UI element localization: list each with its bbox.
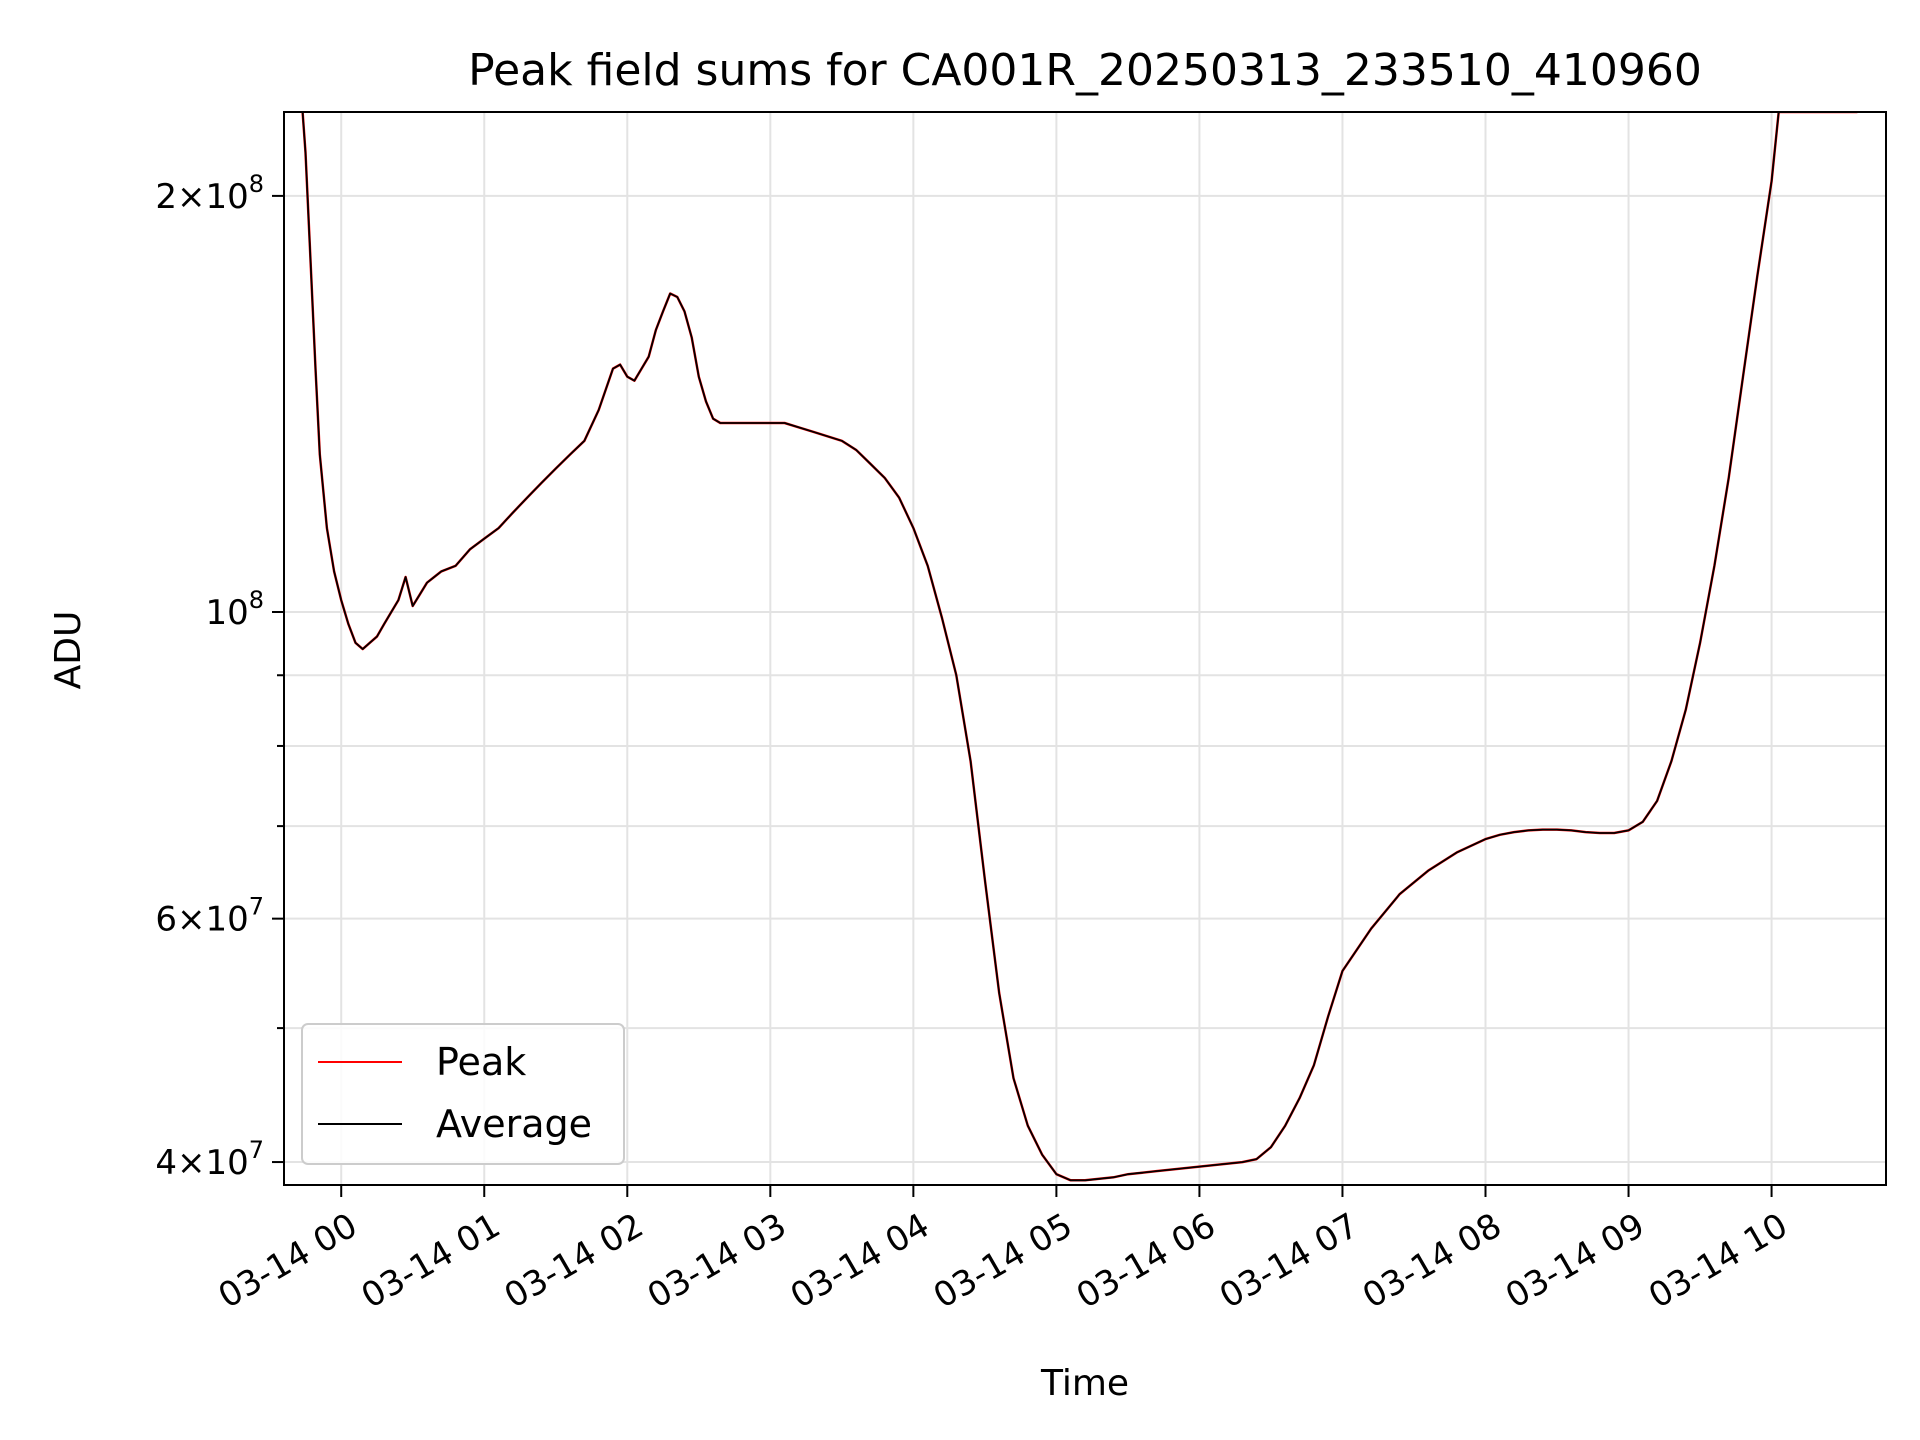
y-tick-label: 4×107: [155, 1136, 264, 1183]
series-layer: [301, 112, 1858, 1182]
y-tick-exponent: 8: [249, 586, 264, 614]
x-tick-label: 03-14 00: [212, 1206, 364, 1317]
x-tick-label: 03-14 04: [784, 1206, 936, 1317]
legend: Peak Average: [301, 1023, 625, 1165]
x-tick-label: 03-14 09: [1499, 1206, 1651, 1317]
y-tick-mantissa: 6: [155, 900, 177, 940]
x-tick-label: 03-14 07: [1213, 1206, 1365, 1317]
x-tick-label: 03-14 05: [927, 1206, 1079, 1317]
x-tick-label: 03-14 08: [1356, 1206, 1508, 1317]
legend-box: [301, 1023, 625, 1165]
y-tick-label: 6×107: [155, 893, 264, 940]
y-tick-mantissa: 2: [155, 177, 177, 217]
y-tick-exponent: 7: [249, 893, 264, 921]
series-line-average: [301, 112, 1858, 1182]
x-tick-label: 03-14 01: [355, 1206, 507, 1317]
y-tick-label: 108: [205, 586, 264, 633]
y-tick-exponent: 8: [249, 170, 264, 198]
x-tick-label: 03-14 10: [1642, 1206, 1794, 1317]
plot-frame: [283, 111, 1887, 1186]
x-axis-label: Time: [1040, 1363, 1129, 1404]
y-tick-label: 2×108: [155, 170, 264, 217]
y-axis-label: ADU: [48, 611, 89, 690]
series-line-peak: [301, 112, 1858, 1182]
x-tick-label: 03-14 06: [1070, 1206, 1222, 1317]
x-tick-label: 03-14 03: [641, 1206, 793, 1317]
y-tick-mantissa: 4: [155, 1143, 177, 1183]
legend-label-average: Average: [436, 1102, 592, 1146]
x-tick-label: 03-14 02: [498, 1206, 650, 1317]
y-tick-exponent: 7: [249, 1136, 264, 1164]
legend-label-peak: Peak: [436, 1040, 526, 1084]
chart-title: Peak field sums for CA001R_20250313_2335…: [468, 45, 1702, 96]
